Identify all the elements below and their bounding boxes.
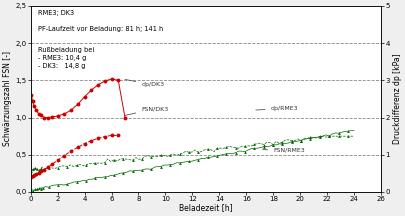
Text: Rußbeladung bei
- RME3: 10,4 g
- DK3:   14,8 g: Rußbeladung bei - RME3: 10,4 g - DK3: 14…: [38, 47, 94, 69]
Y-axis label: Schwärzungszahl FSN [-]: Schwärzungszahl FSN [-]: [4, 51, 13, 146]
Text: PF-Laufzeit vor Beladung: 81 h; 141 h: PF-Laufzeit vor Beladung: 81 h; 141 h: [38, 26, 163, 32]
Text: RME3; DK3: RME3; DK3: [38, 10, 74, 16]
Text: FSN/DK3: FSN/DK3: [125, 106, 168, 116]
Text: dp/DK3: dp/DK3: [125, 79, 164, 87]
Text: FSN/RME3: FSN/RME3: [262, 148, 305, 153]
X-axis label: Beladezeit [h]: Beladezeit [h]: [179, 203, 233, 213]
Text: dp/RME3: dp/RME3: [256, 106, 298, 111]
Y-axis label: Druckdifferenz dp [kPa]: Druckdifferenz dp [kPa]: [392, 54, 401, 144]
